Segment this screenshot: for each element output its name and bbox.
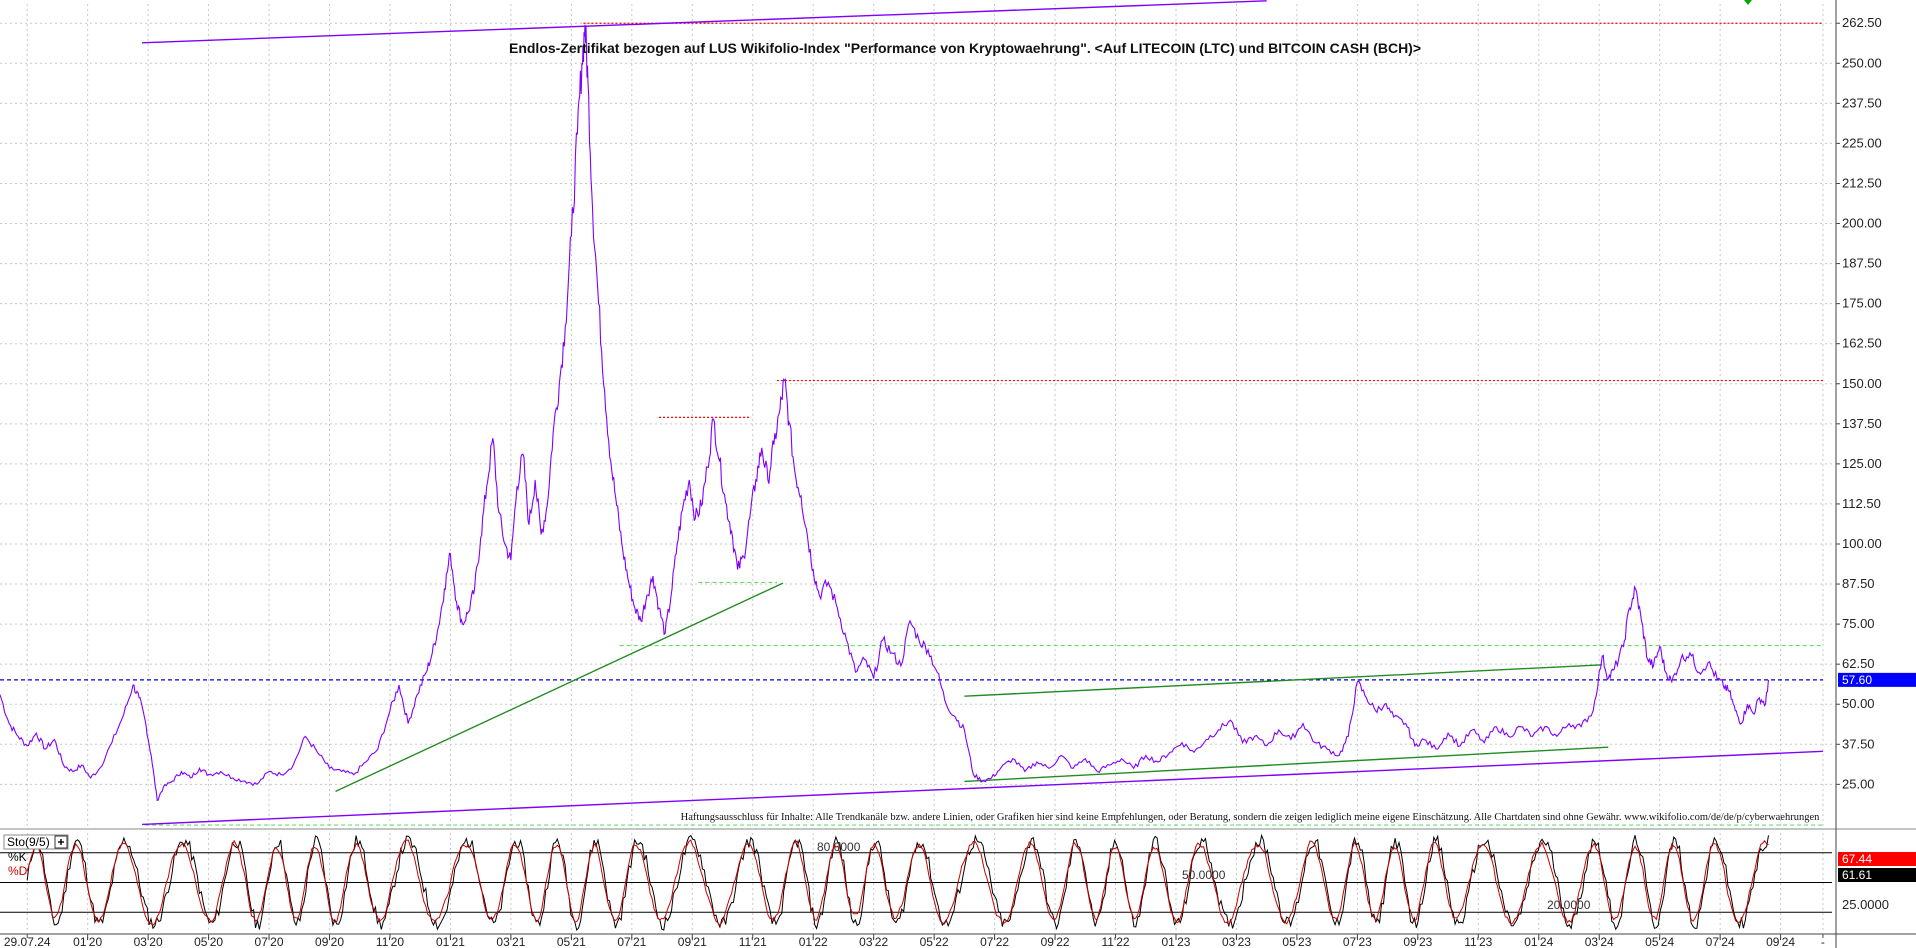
stochastic-title-box — [3, 834, 69, 850]
x-tick-label: 03'24 — [1585, 935, 1614, 948]
stochastic-k-badge-text: 67.44 — [1842, 852, 1872, 866]
x-tick-label: 01'22 — [799, 935, 828, 948]
y-tick-label: 87.50 — [1842, 576, 1875, 591]
x-tick-label: 01'21 — [436, 935, 465, 948]
trend-line — [142, 0, 1267, 44]
time-x-axis: 29.07.24 01'20 03'20 05'20 07'20 09'20 11'20 01… — [4, 934, 1825, 948]
x-tick-label: 01'20 — [73, 935, 102, 948]
y-tick-label: 162.50 — [1842, 336, 1882, 351]
stochastic-k-badge-bg — [1838, 852, 1916, 866]
stochastic-k-legend: %K — [8, 850, 27, 864]
trend-lines — [142, 0, 1823, 826]
last-price-badge: 57.60 — [1838, 672, 1916, 687]
y-tick-label: 50.00 — [1842, 696, 1875, 711]
x-tick-label: 07'23 — [1343, 935, 1372, 948]
expand-panel-icon[interactable] — [54, 835, 68, 849]
last-price-badge-bg — [1838, 672, 1916, 687]
x-tick-label: 05'22 — [920, 935, 949, 948]
x-tick-label: 05'24 — [1645, 935, 1674, 948]
y-tick-label: 237.50 — [1842, 95, 1882, 110]
y-tick-label: 112.50 — [1842, 496, 1881, 511]
stochastic-series — [26, 833, 1769, 932]
trend-line — [964, 746, 1609, 783]
x-tick-label: 03'23 — [1222, 935, 1251, 948]
price-series — [0, 24, 1770, 802]
x-tick-label: 29.07.24 — [4, 935, 51, 948]
x-tick-label: 05'21 — [557, 935, 586, 948]
chart-title: Endlos-Zertifikat bezogen auf LUS Wikifo… — [509, 40, 1421, 56]
x-tick-label: 01'24 — [1524, 935, 1553, 948]
trend-line — [142, 750, 1823, 826]
trend-line — [964, 664, 1603, 697]
y-tick-label: 200.00 — [1842, 216, 1882, 231]
price-line — [0, 24, 1770, 802]
stochastic-k-line — [26, 833, 1769, 932]
x-tick-label: 05'23 — [1282, 935, 1311, 948]
x-tick-label: 07'20 — [255, 935, 284, 948]
x-tick-label: 11'22 — [1101, 935, 1129, 948]
x-tick-label: 01'23 — [1161, 935, 1190, 948]
y-tick-label: 62.50 — [1842, 656, 1875, 671]
x-tick-label: 03'22 — [859, 935, 888, 948]
stochastic-level-80: 80.0000 — [817, 840, 861, 854]
y-tick-label: 250.00 — [1842, 55, 1882, 70]
y-tick-label: 137.50 — [1842, 416, 1882, 431]
x-tick-label: - — [1821, 935, 1825, 948]
stochastic-d-badge: 61.61 — [1838, 868, 1916, 882]
x-tick-label: 03'20 — [134, 935, 163, 948]
y-tick-label: 75.00 — [1842, 616, 1875, 631]
y-tick-label: 150.00 — [1842, 376, 1882, 391]
y-tick-label: 100.00 — [1842, 536, 1882, 551]
trend-line — [335, 582, 784, 793]
last-price-label: 57.60 — [1842, 673, 1872, 687]
stochastic-d-line — [26, 839, 1769, 927]
disclaimer-text: Haftungsausschluss für Inhalte: Alle Tre… — [681, 812, 1820, 823]
stochastic-level-50: 50.0000 — [1182, 868, 1226, 882]
y-tick-label: 125.00 — [1842, 456, 1882, 471]
stochastic-d-badge-bg — [1838, 868, 1916, 882]
x-tick-label: 09'23 — [1403, 935, 1432, 948]
y-tick-label: 25.00 — [1842, 776, 1875, 791]
stochastic-panel-header: Sto(9/5) %K %D — [3, 834, 69, 878]
x-tick-label: 09'20 — [315, 935, 344, 948]
x-tick-label: 05'20 — [194, 935, 223, 948]
x-tick-label: 09'24 — [1766, 935, 1795, 948]
x-tick-label: 09'21 — [678, 935, 707, 948]
stochastic-y-tick-25: 25.0000 — [1842, 897, 1889, 912]
marker-icon — [1744, 0, 1752, 5]
x-tick-label: 03'21 — [496, 935, 525, 948]
y-tick-label: 225.00 — [1842, 135, 1882, 150]
y-tick-label: 175.00 — [1842, 296, 1882, 311]
x-tick-label: 07'22 — [980, 935, 1009, 948]
x-tick-label: 11'20 — [376, 935, 404, 948]
x-tick-label: 07'21 — [617, 935, 646, 948]
stochastic-k-badge: 67.44 — [1838, 852, 1916, 866]
stochastic-d-legend: %D — [8, 864, 28, 878]
stochastic-title: Sto(9/5) — [7, 835, 50, 849]
x-tick-label: 09'22 — [1041, 935, 1070, 948]
stochastic-level-20: 20.0000 — [1547, 898, 1591, 912]
x-tick-label: 11'23 — [1464, 935, 1492, 948]
x-tick-label: 11'21 — [739, 935, 767, 948]
price-y-axis: 25.00 37.50 50.00 62.50 75.00 87.50 100.00 112.… — [1836, 15, 1882, 791]
y-tick-label: 37.50 — [1842, 736, 1875, 751]
y-tick-label: 187.50 — [1842, 256, 1882, 271]
y-tick-label: 262.50 — [1842, 15, 1882, 30]
stochastic-d-badge-text: 61.61 — [1842, 868, 1872, 882]
y-tick-label: 212.50 — [1842, 175, 1882, 190]
x-tick-label: 07'24 — [1706, 935, 1735, 948]
